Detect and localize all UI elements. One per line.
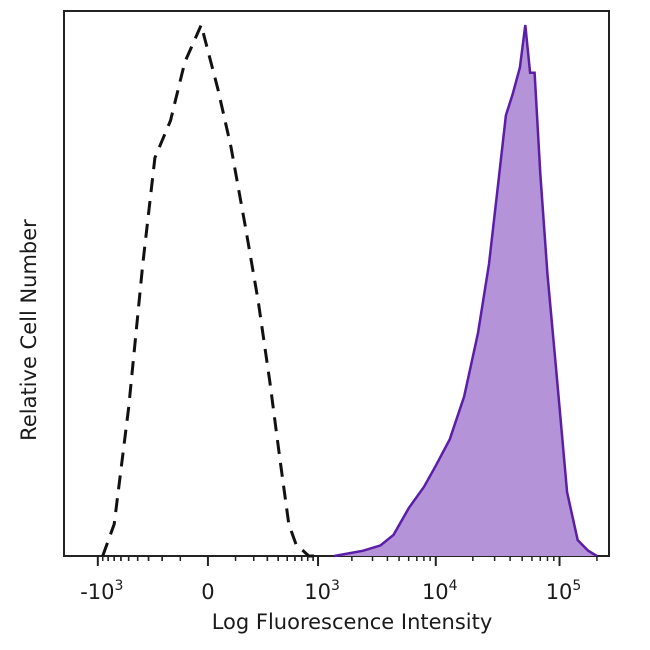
x-tick-label: 103	[304, 578, 340, 604]
x-tick-label: 105	[546, 578, 582, 604]
y-axis-title: Relative Cell Number	[17, 219, 41, 441]
positive-histogram-outline	[333, 24, 598, 558]
x-axis-tick-labels: -103 0 103 104 105	[80, 578, 581, 604]
x-tick-label: 104	[422, 578, 458, 604]
positive-histogram-fill	[334, 25, 597, 556]
x-tick-label: 0	[201, 580, 214, 604]
x-axis-title: Log Fluorescence Intensity	[212, 610, 493, 634]
control-histogram-dashed	[101, 20, 318, 558]
x-axis-ticks	[96, 556, 598, 566]
x-tick-label: -103	[80, 578, 123, 604]
